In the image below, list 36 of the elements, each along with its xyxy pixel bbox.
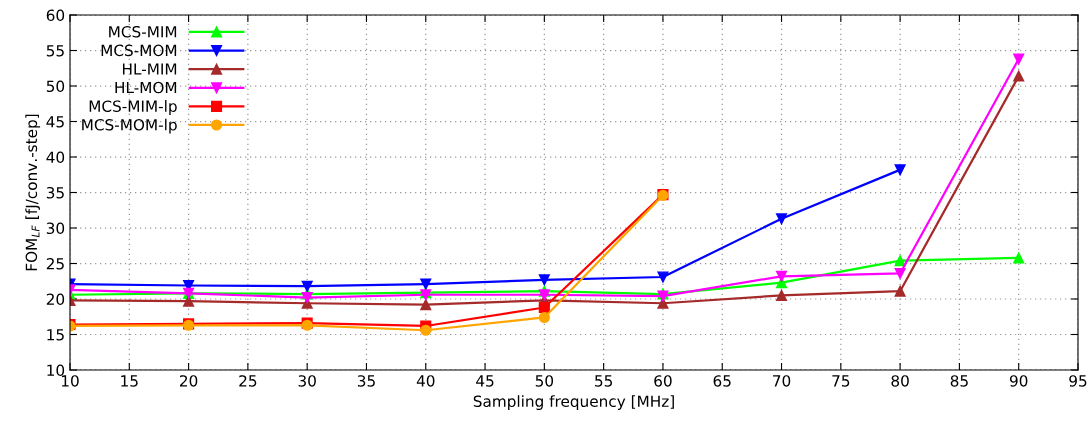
x-tick-label: 20 xyxy=(179,375,198,387)
x-tick-label: 85 xyxy=(950,375,968,387)
x-tick-label: 75 xyxy=(832,375,850,387)
x-tick-label: 60 xyxy=(654,375,672,387)
x-tick-label: 70 xyxy=(773,375,791,387)
x-tick-label: 50 xyxy=(535,375,554,387)
y-tick-label: 50 xyxy=(46,80,65,93)
legend-label: MCS-MIM xyxy=(109,25,177,38)
legend-label: HL-MOM xyxy=(115,81,177,94)
x-tick-label: 35 xyxy=(357,375,375,387)
x-tick-label: 10 xyxy=(61,375,79,387)
x-tick-label: 30 xyxy=(298,375,316,387)
y-tick-label: 20 xyxy=(46,293,65,306)
x-axis-title: Sampling frequency [MHz] xyxy=(473,395,674,410)
x-tick-label: 95 xyxy=(1069,375,1087,387)
x-tick-label: 15 xyxy=(121,375,138,387)
legend-label: MCS-MOM xyxy=(101,44,177,57)
y-tick-label: 60 xyxy=(46,9,65,22)
x-tick-label: 90 xyxy=(1009,375,1028,387)
x-tick-label: 45 xyxy=(476,375,494,387)
x-tick-label: 80 xyxy=(891,375,909,387)
y-tick-label: 35 xyxy=(46,186,64,199)
x-tick-label: 25 xyxy=(239,375,257,387)
y-tick-label: 45 xyxy=(46,116,64,128)
y-tick-label: 40 xyxy=(46,151,65,164)
legend-label: MCS-MIM-lp xyxy=(89,100,177,115)
x-tick-label: 40 xyxy=(416,375,435,387)
y-tick-label: 25 xyxy=(46,257,64,270)
legend-label: HL-MIM xyxy=(122,63,177,75)
legend-label: MCS-MOM-lp xyxy=(82,118,177,134)
y-tick-label: 30 xyxy=(46,222,65,235)
y-axis-title: FOM$_{LF}$ [fJ/conv.-step] xyxy=(25,114,41,271)
y-tick-label: 15 xyxy=(47,329,64,341)
x-tick-label: 65 xyxy=(713,375,731,387)
y-tick-label: 55 xyxy=(46,45,64,57)
x-tick-label: 55 xyxy=(595,375,613,387)
